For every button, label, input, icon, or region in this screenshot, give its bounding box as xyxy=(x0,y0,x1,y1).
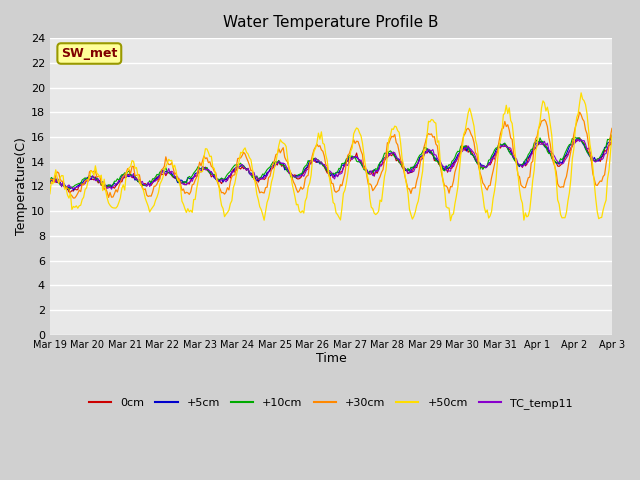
Y-axis label: Temperature(C): Temperature(C) xyxy=(15,137,28,235)
X-axis label: Time: Time xyxy=(316,352,346,365)
Title: Water Temperature Profile B: Water Temperature Profile B xyxy=(223,15,438,30)
Legend: 0cm, +5cm, +10cm, +30cm, +50cm, TC_temp11: 0cm, +5cm, +10cm, +30cm, +50cm, TC_temp1… xyxy=(84,394,577,413)
Text: SW_met: SW_met xyxy=(61,47,118,60)
